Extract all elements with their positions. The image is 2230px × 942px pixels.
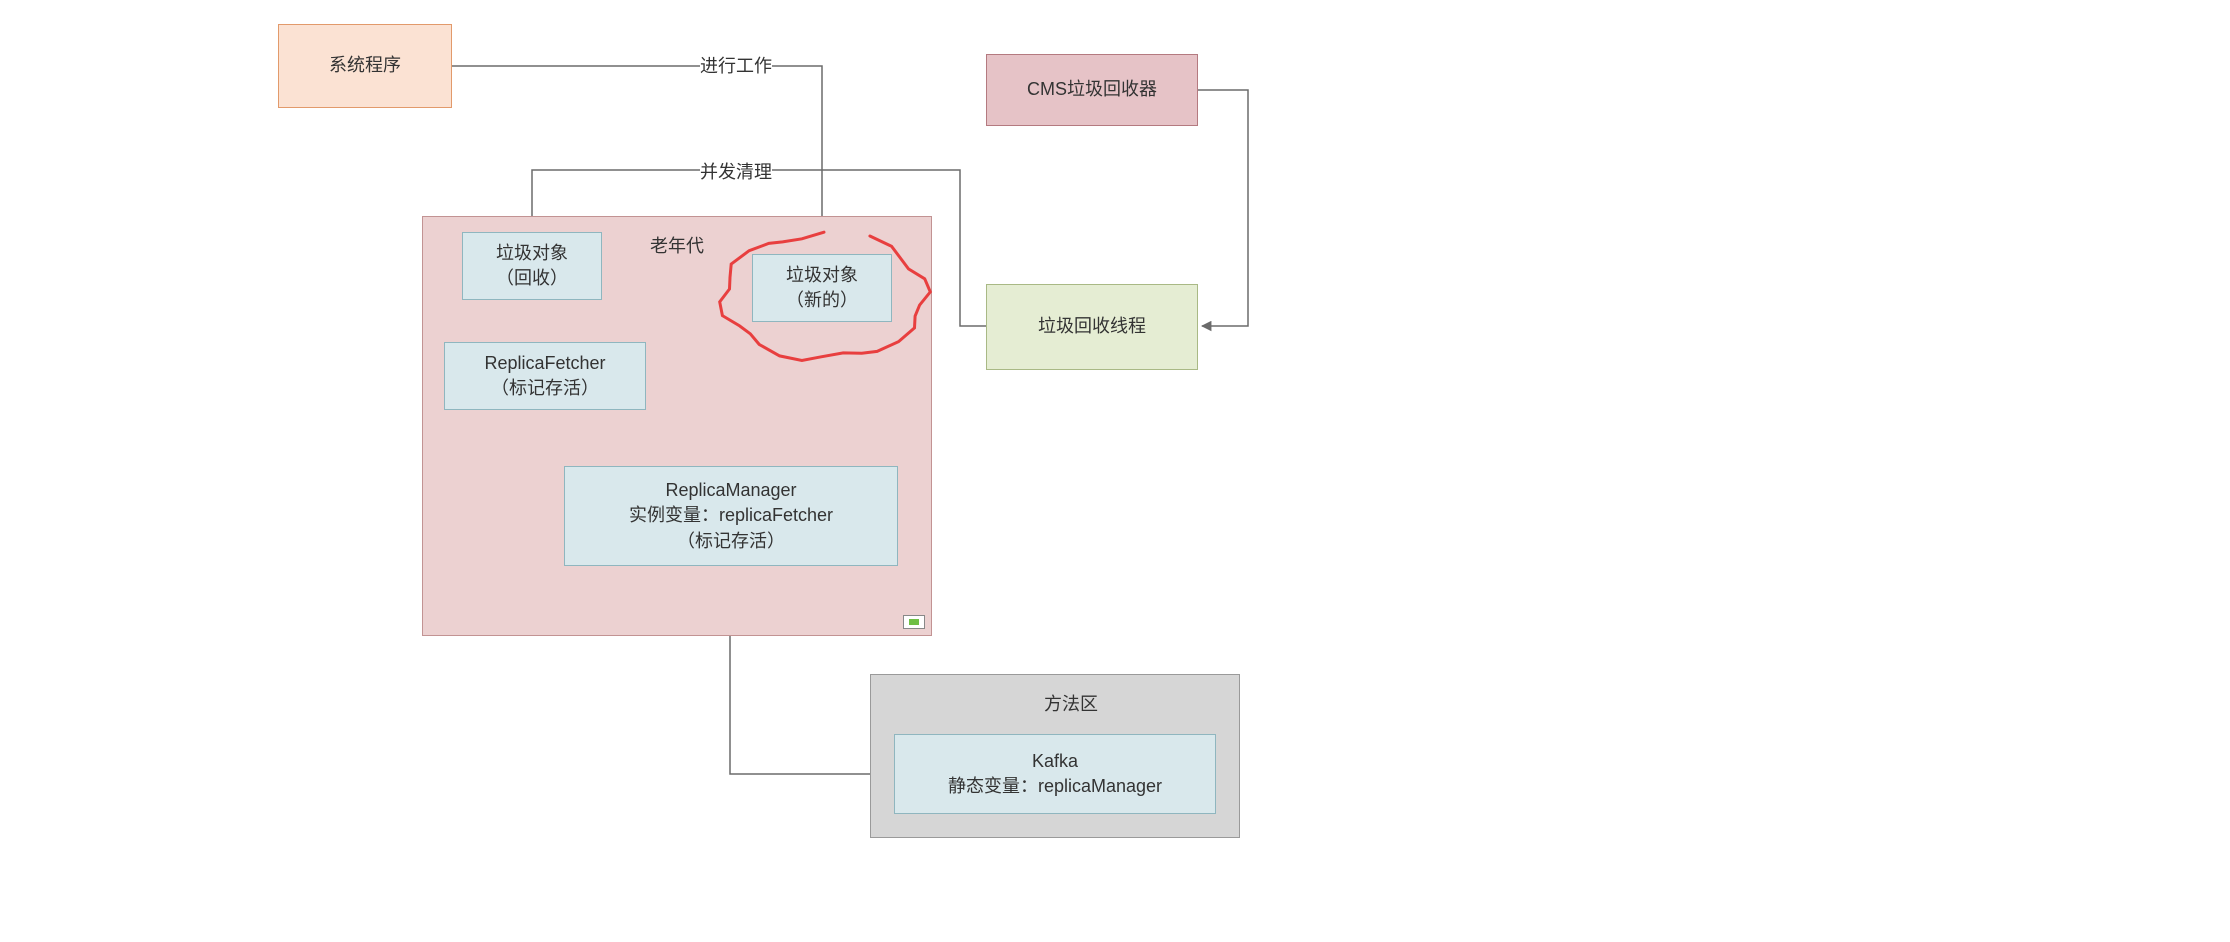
node-label: 垃圾回收线程 <box>1038 314 1146 339</box>
node-cms-collector: CMS垃圾回收器 <box>986 54 1198 126</box>
node-replica-manager: ReplicaManager 实例变量：replicaFetcher （标记存活… <box>564 466 898 566</box>
node-label: CMS垃圾回收器 <box>1027 77 1157 102</box>
node-kafka: Kafka 静态变量：replicaManager <box>894 734 1216 814</box>
node-system-program: 系统程序 <box>278 24 452 108</box>
node-label: 系统程序 <box>329 53 401 78</box>
label-text: 进行工作 <box>700 56 772 76</box>
node-label: 垃圾对象 （新的） <box>786 263 858 313</box>
node-replica-fetcher: ReplicaFetcher （标记存活） <box>444 342 646 410</box>
label-text: 方法区 <box>1044 694 1098 714</box>
node-label: ReplicaManager 实例变量：replicaFetcher （标记存活… <box>629 478 833 554</box>
node-label: Kafka 静态变量：replicaManager <box>948 749 1162 799</box>
edge-cms_to_gc_thread <box>1198 90 1248 326</box>
container-badge-icon <box>903 615 925 629</box>
label-text: 并发清理 <box>700 162 772 182</box>
node-garbage-recycle: 垃圾对象 （回收） <box>462 232 602 300</box>
node-label: 垃圾对象 （回收） <box>496 241 568 291</box>
node-garbage-new: 垃圾对象 （新的） <box>752 254 892 322</box>
edge-label-work: 进行工作 <box>700 52 772 78</box>
container-label-method-area: 方法区 <box>1044 690 1098 716</box>
container-label-old-gen: 老年代 <box>650 232 704 258</box>
node-label: ReplicaFetcher （标记存活） <box>484 351 605 401</box>
edge-label-concurrent-clean: 并发清理 <box>700 158 772 184</box>
node-gc-thread: 垃圾回收线程 <box>986 284 1198 370</box>
label-text: 老年代 <box>650 236 704 256</box>
